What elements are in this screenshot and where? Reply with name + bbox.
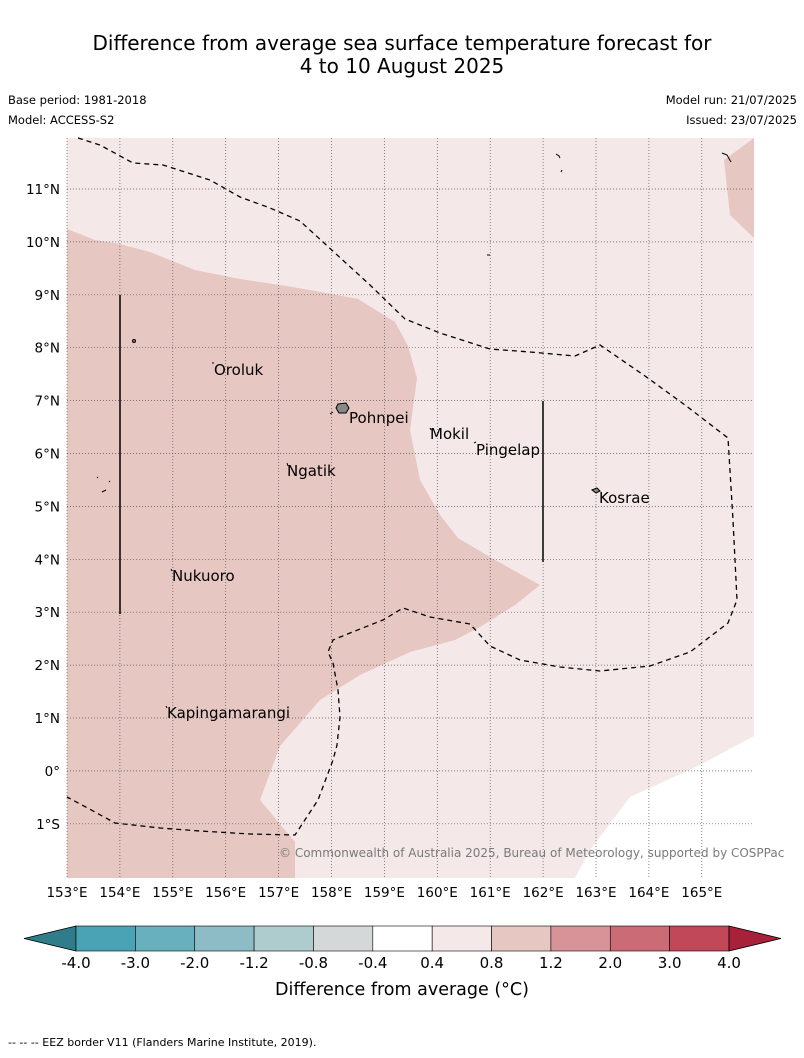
island-ngatik-dot xyxy=(286,462,289,467)
place-pohnpei: Pohnpei xyxy=(349,409,409,427)
lon-tick-label: 161°E xyxy=(470,885,511,901)
base-period: Base period: 1981-2018 xyxy=(8,93,147,107)
title-line-2: 4 to 10 August 2025 xyxy=(299,54,505,78)
place-mokil: Mokil xyxy=(430,425,469,443)
lon-tick-label: 157°E xyxy=(258,885,299,901)
eez-footnote: -- -- -- EEZ border V11 (Flanders Marine… xyxy=(8,1036,317,1049)
lat-tick-label: 1°N xyxy=(35,711,60,727)
island-west-group xyxy=(96,476,111,493)
lat-tick-label: 5°N xyxy=(35,499,60,515)
island-kosrae xyxy=(590,487,601,494)
lat-tick-label: 8°N xyxy=(35,341,60,357)
lon-tick-label: 165°E xyxy=(681,885,722,901)
eez-border-north xyxy=(66,137,738,836)
lat-tick-label: 1°S xyxy=(36,817,60,833)
place-kapingamarangi: Kapingamarangi xyxy=(167,704,290,722)
lat-tick-label: 0° xyxy=(45,764,60,780)
colorbar-tick-label: -0.4 xyxy=(358,954,387,972)
island-pohnpei xyxy=(335,402,350,414)
colorbar-segment xyxy=(431,925,492,952)
lon-tick-label: 162°E xyxy=(523,885,564,901)
lat-tick-label: 2°N xyxy=(35,658,60,674)
colorbar-segment xyxy=(609,925,670,952)
colorbar-tick-label: -3.0 xyxy=(121,954,150,972)
colorbar-segment xyxy=(372,925,433,952)
colorbar-tick-label: 0.8 xyxy=(480,954,504,972)
colorbar-segment xyxy=(135,925,196,952)
island-kapinga-dot xyxy=(165,705,168,709)
island-pohnpei-ant xyxy=(329,411,334,415)
issued-date: Issued: 23/07/2025 xyxy=(686,113,797,127)
lon-tick-label: 154°E xyxy=(99,885,140,901)
title-line-1: Difference from average sea surface temp… xyxy=(92,31,712,55)
island-nukuoro-dot xyxy=(170,568,173,572)
graticule xyxy=(66,138,754,878)
lat-tick-label: 7°N xyxy=(35,394,60,410)
island-ne xyxy=(721,152,732,163)
colorbar-tick-label: 1.2 xyxy=(539,954,563,972)
lat-tick-label: 9°N xyxy=(35,288,60,304)
colorbar-under-arrow xyxy=(23,925,77,952)
colorbar-over-arrow xyxy=(728,925,782,952)
lon-tick-label: 155°E xyxy=(152,885,193,901)
lat-tick-label: 3°N xyxy=(35,605,60,621)
place-ngatik: Ngatik xyxy=(287,462,336,480)
map-title: Difference from average sea surface temp… xyxy=(0,32,804,78)
lon-tick-label: 158°E xyxy=(311,885,352,901)
lat-tick-label: 10°N xyxy=(26,235,60,251)
lon-tick-label: 163°E xyxy=(575,885,616,901)
colorbar-tick-label: -0.8 xyxy=(299,954,328,972)
colorbar-segment xyxy=(313,925,374,952)
lat-tick-label: 11°N xyxy=(26,182,60,198)
island-small-west xyxy=(132,339,136,343)
colorbar-segment xyxy=(194,925,255,952)
lat-tick-label: 4°N xyxy=(35,552,60,568)
colorbar-tick-label: 0.4 xyxy=(420,954,444,972)
lat-tick-label: 6°N xyxy=(35,447,60,463)
place-oroluk: Oroluk xyxy=(214,361,263,379)
islands xyxy=(96,152,732,709)
copyright-notice: © Commonwealth of Australia 2025, Bureau… xyxy=(279,846,784,860)
lon-tick-label: 160°E xyxy=(417,885,458,901)
model-run: Model run: 21/07/2025 xyxy=(665,93,797,107)
colorbar-segment xyxy=(253,925,314,952)
lon-tick-label: 156°E xyxy=(205,885,246,901)
island-north-a xyxy=(555,153,563,173)
colorbar-tick-label: -4.0 xyxy=(61,954,90,972)
neutral-region xyxy=(575,736,754,878)
colorbar-tick-label: 4.0 xyxy=(717,954,741,972)
model-name: Model: ACCESS-S2 xyxy=(8,113,115,127)
place-kosrae: Kosrae xyxy=(599,489,650,507)
colorbar-segment xyxy=(550,925,611,952)
warm-anomaly-region xyxy=(67,229,540,878)
colorbar-tick-label: -1.2 xyxy=(239,954,268,972)
lon-tick-label: 159°E xyxy=(364,885,405,901)
colorbar-tick-label: 3.0 xyxy=(658,954,682,972)
colorbar-segment xyxy=(75,925,136,952)
eez-borders xyxy=(66,137,738,836)
colorbar-tick-label: 2.0 xyxy=(598,954,622,972)
colorbar-segment xyxy=(669,925,730,952)
place-nukuoro: Nukuoro xyxy=(172,567,235,585)
colorbar-label: Difference from average (°C) xyxy=(275,980,529,1000)
lon-tick-label: 153°E xyxy=(46,885,87,901)
colorbar-segment xyxy=(491,925,552,952)
colorbar-tick-label: -2.0 xyxy=(180,954,209,972)
warm-anomaly-ne-region xyxy=(724,138,754,238)
island-mokil-dot xyxy=(429,427,432,431)
lon-tick-label: 164°E xyxy=(628,885,669,901)
place-pingelap: Pingelap xyxy=(476,441,540,459)
island-pingelap-dot xyxy=(473,441,477,444)
